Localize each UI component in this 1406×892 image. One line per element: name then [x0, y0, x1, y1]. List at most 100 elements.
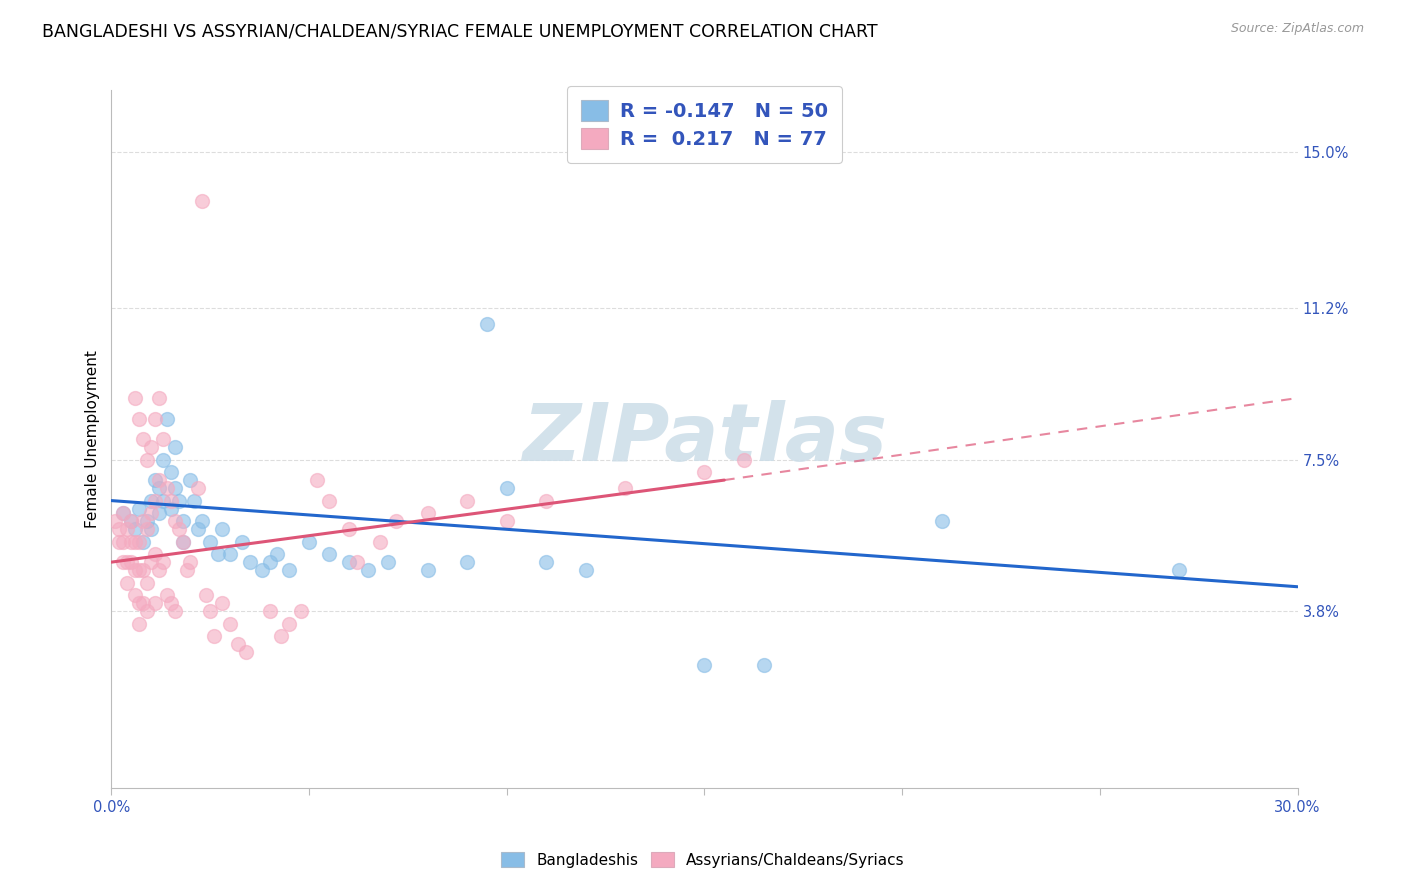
Point — [416, 563, 439, 577]
Point — [219, 616, 242, 631]
Point — [200, 604, 222, 618]
Point — [377, 555, 399, 569]
Point — [108, 522, 131, 536]
Point — [239, 555, 262, 569]
Point — [167, 522, 190, 536]
Point — [752, 657, 775, 672]
Point — [132, 563, 155, 577]
Point — [120, 534, 142, 549]
Point — [128, 534, 150, 549]
Point — [104, 514, 127, 528]
Point — [211, 596, 233, 610]
Point — [305, 473, 328, 487]
Point — [259, 604, 281, 618]
Point — [139, 506, 162, 520]
Point — [159, 596, 181, 610]
Point — [357, 563, 380, 577]
Point — [128, 501, 150, 516]
Point — [693, 465, 716, 479]
Point — [143, 547, 166, 561]
Point — [143, 596, 166, 610]
Point — [139, 555, 162, 569]
Legend: R = -0.147   N = 50, R =  0.217   N = 77: R = -0.147 N = 50, R = 0.217 N = 77 — [568, 87, 842, 162]
Point — [124, 563, 146, 577]
Text: Source: ZipAtlas.com: Source: ZipAtlas.com — [1230, 22, 1364, 36]
Point — [575, 563, 598, 577]
Point — [346, 555, 368, 569]
Point — [385, 514, 408, 528]
Point — [128, 411, 150, 425]
Point — [156, 588, 179, 602]
Point — [187, 522, 209, 536]
Point — [318, 547, 340, 561]
Point — [259, 555, 281, 569]
Point — [693, 657, 716, 672]
Point — [475, 317, 498, 331]
Point — [337, 522, 360, 536]
Point — [115, 522, 138, 536]
Point — [207, 547, 229, 561]
Point — [211, 522, 233, 536]
Point — [219, 547, 242, 561]
Point — [931, 514, 953, 528]
Point — [132, 596, 155, 610]
Point — [172, 534, 194, 549]
Point — [172, 514, 194, 528]
Point — [148, 473, 170, 487]
Legend: Bangladeshis, Assyrians/Chaldeans/Syriacs: Bangladeshis, Assyrians/Chaldeans/Syriac… — [494, 844, 912, 875]
Point — [120, 555, 142, 569]
Point — [128, 596, 150, 610]
Point — [132, 534, 155, 549]
Point — [120, 514, 142, 528]
Point — [136, 514, 159, 528]
Point — [278, 563, 301, 577]
Point — [183, 493, 205, 508]
Point — [148, 481, 170, 495]
Point — [136, 522, 159, 536]
Point — [536, 555, 558, 569]
Point — [187, 481, 209, 495]
Point — [139, 493, 162, 508]
Point — [128, 616, 150, 631]
Point — [1168, 563, 1191, 577]
Point — [156, 481, 179, 495]
Point — [226, 637, 249, 651]
Point — [115, 575, 138, 590]
Point — [179, 555, 201, 569]
Point — [614, 481, 637, 495]
Point — [191, 514, 214, 528]
Point — [159, 493, 181, 508]
Y-axis label: Female Unemployment: Female Unemployment — [86, 351, 100, 528]
Point — [200, 534, 222, 549]
Point — [191, 194, 214, 208]
Point — [148, 506, 170, 520]
Point — [120, 514, 142, 528]
Point — [152, 432, 174, 446]
Point — [112, 555, 135, 569]
Point — [152, 452, 174, 467]
Text: ZIPatlas: ZIPatlas — [522, 401, 887, 478]
Point — [148, 563, 170, 577]
Point — [148, 391, 170, 405]
Point — [112, 534, 135, 549]
Point — [124, 534, 146, 549]
Point — [495, 514, 517, 528]
Point — [163, 514, 186, 528]
Point — [290, 604, 312, 618]
Point — [278, 616, 301, 631]
Point — [124, 522, 146, 536]
Point — [115, 555, 138, 569]
Point — [733, 452, 755, 467]
Point — [112, 506, 135, 520]
Text: BANGLADESHI VS ASSYRIAN/CHALDEAN/SYRIAC FEMALE UNEMPLOYMENT CORRELATION CHART: BANGLADESHI VS ASSYRIAN/CHALDEAN/SYRIAC … — [42, 22, 877, 40]
Point — [337, 555, 360, 569]
Point — [143, 493, 166, 508]
Point — [136, 604, 159, 618]
Point — [179, 473, 201, 487]
Point — [416, 506, 439, 520]
Point — [495, 481, 517, 495]
Point — [139, 440, 162, 454]
Point — [124, 391, 146, 405]
Point — [456, 555, 478, 569]
Point — [163, 440, 186, 454]
